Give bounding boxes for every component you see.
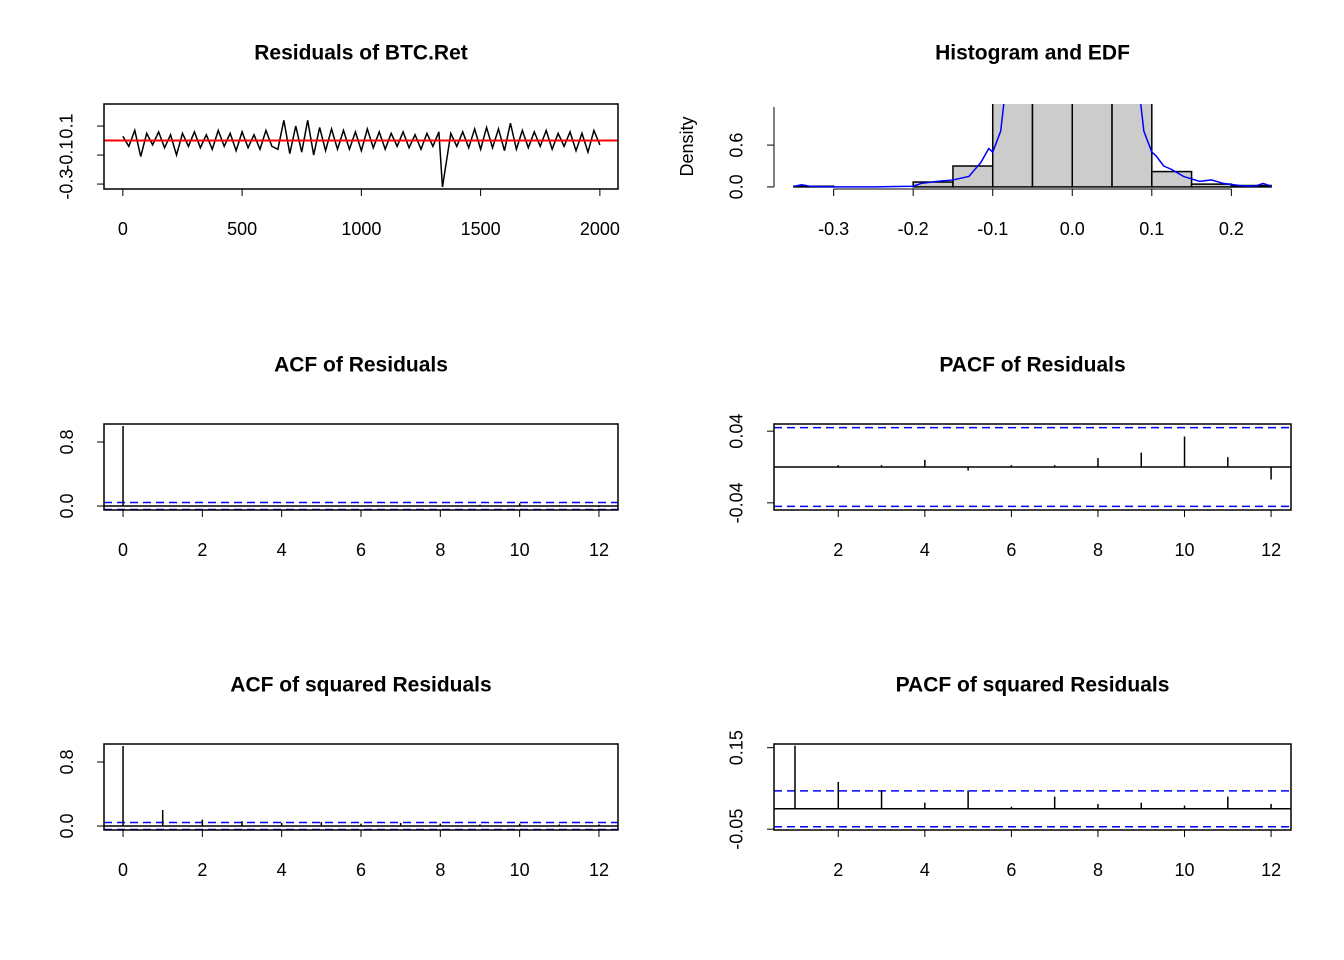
x-tick-label: 0.2	[1219, 219, 1244, 239]
x-tick-label: 8	[435, 860, 445, 880]
x-tick-label: 1500	[461, 219, 501, 239]
y-tick-label: -0.3	[57, 169, 77, 200]
x-tick-label: -0.2	[898, 219, 929, 239]
hist-bar	[991, 104, 1034, 188]
x-tick-label: 8	[435, 540, 445, 560]
x-tick-label: 4	[920, 860, 930, 880]
y-tick-label: 0.15	[727, 730, 747, 765]
y-tick-label: 0.8	[57, 749, 77, 774]
x-tick-label: 6	[356, 860, 366, 880]
y-tick-label: 0.6	[727, 133, 747, 158]
x-tick-label: 2	[197, 860, 207, 880]
x-tick-label: 2	[197, 540, 207, 560]
hist-bar	[1031, 104, 1074, 188]
hist-bar	[1071, 104, 1113, 188]
x-tick-label: 12	[589, 540, 609, 560]
chart-title: PACF of squared Residuals	[896, 674, 1170, 697]
plot-box	[103, 423, 619, 511]
chart-title: ACF of squared Residuals	[230, 674, 491, 697]
plot-box	[773, 743, 1292, 831]
x-tick-label: 8	[1093, 540, 1103, 560]
x-tick-label: 12	[1261, 860, 1281, 880]
hist-bar	[1111, 104, 1153, 188]
y-tick-label: 0.1	[57, 114, 77, 139]
x-tick-label: 2	[833, 540, 843, 560]
x-tick-label: 4	[277, 860, 287, 880]
y-tick-label: -0.05	[727, 809, 747, 850]
x-tick-label: 0.0	[1060, 219, 1085, 239]
x-tick-label: 0	[118, 219, 128, 239]
x-tick-label: -0.1	[977, 219, 1008, 239]
x-tick-label: 12	[1261, 540, 1281, 560]
x-tick-label: 12	[589, 860, 609, 880]
y-tick-label: 0.0	[57, 493, 77, 518]
chart-title: Residuals of BTC.Ret	[254, 42, 468, 65]
y-tick-label: 0.04	[727, 414, 747, 449]
plot-area	[793, 104, 1272, 188]
x-tick-label: 4	[277, 540, 287, 560]
x-tick-label: 0	[118, 540, 128, 560]
x-tick-label: -0.3	[818, 219, 849, 239]
x-tick-label: 10	[1175, 540, 1195, 560]
plot-area	[774, 745, 1291, 828]
y-tick-label: 0.0	[727, 174, 747, 199]
hist-bar	[1151, 170, 1193, 188]
y-tick-label: 0.0	[57, 813, 77, 838]
plot-box	[103, 103, 619, 190]
x-tick-label: 6	[356, 540, 366, 560]
plot-area	[104, 120, 618, 188]
x-tick-label: 4	[920, 540, 930, 560]
residual-line	[122, 120, 601, 188]
hist-bar	[1190, 183, 1233, 188]
x-tick-label: 10	[510, 860, 530, 880]
x-tick-label: 500	[227, 219, 257, 239]
plot-box	[103, 743, 619, 831]
plot-box	[773, 423, 1292, 511]
x-tick-label: 2	[833, 860, 843, 880]
x-tick-label: 8	[1093, 860, 1103, 880]
y-tick-label: 0.8	[57, 429, 77, 454]
hist-bar	[952, 165, 994, 188]
y-tick-label: -0.04	[727, 482, 747, 523]
x-tick-label: 6	[1006, 860, 1016, 880]
y-tick-label: -0.1	[57, 140, 77, 171]
x-tick-label: 10	[1175, 860, 1195, 880]
x-tick-label: 0.1	[1139, 219, 1164, 239]
x-tick-label: 0	[118, 860, 128, 880]
x-tick-label: 10	[510, 540, 530, 560]
plot-area	[774, 426, 1291, 508]
x-tick-label: 2000	[580, 219, 620, 239]
density-line	[793, 104, 1272, 188]
x-tick-label: 6	[1006, 540, 1016, 560]
chart-title: ACF of Residuals	[274, 354, 448, 377]
chart-title: PACF of Residuals	[939, 354, 1125, 377]
y-axis-label: Density	[677, 116, 697, 176]
chart-title: Histogram and EDF	[935, 42, 1130, 65]
x-tick-label: 1000	[341, 219, 381, 239]
